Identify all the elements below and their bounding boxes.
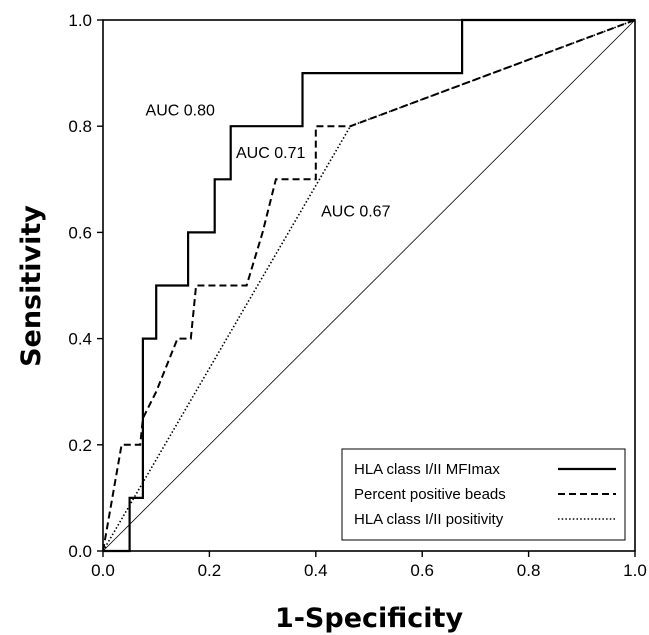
plot-frame [102, 19, 636, 552]
x-tick-label: 0.0 [91, 561, 115, 580]
legend-label: HLA class I/II positivity [354, 511, 504, 528]
y-axis-title: Sensitivity [16, 205, 47, 367]
x-tick-label: 0.8 [517, 561, 541, 580]
x-tick-label: 0.6 [410, 561, 434, 580]
auc-label: AUC 0.80 [146, 103, 215, 120]
series-line-dotted [102, 19, 636, 552]
series-line-solid [103, 18, 635, 553]
y-tick-label: 0.8 [68, 117, 92, 136]
x-tick-label: 0.4 [304, 561, 328, 580]
legend-label: HLA class I/II MFImax [354, 461, 500, 478]
y-tick-label: 0.6 [68, 223, 92, 242]
y-tick-label: 1.0 [68, 11, 92, 30]
y-tick-label: 0.2 [68, 436, 92, 455]
x-tick-label: 0.2 [198, 561, 222, 580]
series-lines [102, 18, 636, 553]
auc-label: AUC 0.67 [321, 203, 390, 220]
axis-ticks: 0.0 0.2 0.4 0.6 0.8 1.0 0.0 0.2 0.4 0.6 0.8 1.0 [68, 11, 646, 580]
legend-box [341, 448, 626, 541]
y-tick-label: 0.0 [68, 542, 92, 561]
x-axis-title: 1-Specificity [275, 603, 464, 634]
series-line-dashed [102, 19, 636, 552]
auc-annotations: AUC 0.80 AUC 0.71 AUC 0.67 [146, 103, 391, 221]
series-line-reference [102, 19, 636, 552]
y-tick-label: 0.4 [68, 330, 92, 349]
legend-label: Percent positive beads [354, 486, 506, 503]
legend: HLA class I/II MFImax Percent positive be… [341, 448, 626, 541]
auc-label: AUC 0.71 [236, 145, 305, 162]
x-tick-label: 1.0 [623, 561, 647, 580]
